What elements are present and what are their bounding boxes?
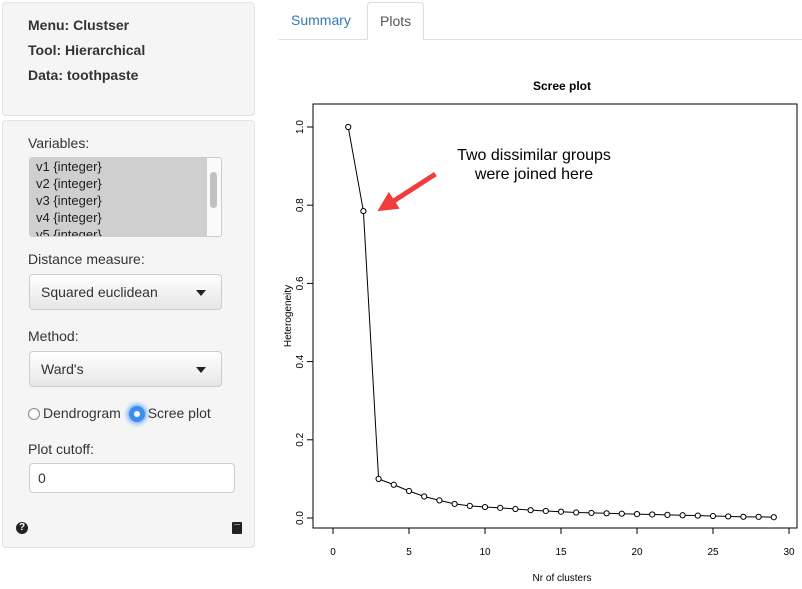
distance-select[interactable]: Squared euclidean	[29, 274, 222, 310]
method-label: Method:	[28, 328, 79, 344]
radio-dendrogram[interactable]	[28, 408, 40, 421]
variables-listbox[interactable]: v1 {integer} v2 {integer} v3 {integer} v…	[29, 157, 222, 237]
data-point	[542, 507, 549, 515]
method-select-value: Ward's	[41, 361, 84, 377]
data-point	[603, 510, 610, 517]
x-tick-label: 20	[631, 547, 643, 558]
y-tick-label: 0.6	[295, 276, 306, 290]
y-axis-label: Heterogeneity	[283, 285, 294, 347]
data-point	[421, 493, 428, 500]
data-point	[405, 487, 413, 495]
chart-title: Scree plot	[533, 79, 591, 93]
y-tick-label: 0.8	[295, 198, 306, 212]
data-label: Data: toothpaste	[28, 67, 139, 83]
plot-cutoff-input[interactable]: 0	[29, 463, 235, 493]
annotation-line-2: were joined here	[474, 166, 593, 183]
data-point	[512, 505, 519, 513]
data-point	[664, 511, 671, 518]
annotation-arrow	[377, 171, 437, 212]
variable-option[interactable]: v1 {integer}	[30, 158, 208, 175]
data-point	[649, 511, 656, 518]
tab-summary[interactable]: Summary	[291, 12, 351, 28]
scree-plot: Scree plot 0 5 10 15 20 25 30 0.0 0.2 0.4 0.6 0.8 1…	[283, 79, 798, 584]
series-points	[345, 123, 777, 521]
data-point	[633, 510, 641, 518]
tab-bar: Summary Plots	[279, 0, 802, 40]
y-tick-label: 1.0	[295, 120, 306, 134]
question-circle-icon[interactable]: ?	[16, 522, 28, 534]
data-point	[481, 503, 489, 511]
data-point	[497, 504, 504, 511]
book-icon[interactable]	[232, 522, 242, 534]
x-tick-label: 10	[479, 547, 491, 558]
tool-label: Tool: Hierarchical	[28, 42, 146, 58]
controls-panel: Variables: v1 {integer} v2 {integer} v3 …	[2, 120, 255, 548]
menu-label: Menu: Clustser	[28, 17, 130, 33]
y-axis: 0.0 0.2 0.4 0.6 0.8 1.0	[295, 120, 314, 525]
data-point	[436, 497, 443, 504]
arrow-shaft	[386, 171, 437, 208]
data-point	[390, 481, 397, 488]
data-point	[725, 513, 732, 520]
caret-down-icon	[196, 290, 206, 296]
variable-option[interactable]: v2 {integer}	[30, 175, 208, 192]
info-panel: Menu: Clustser Tool: Hierarchical Data: …	[2, 2, 255, 116]
data-point	[573, 509, 580, 516]
x-axis-label: Nr of clusters	[533, 573, 592, 584]
radio-scree-plot[interactable]	[128, 406, 145, 423]
x-axis: 0 5 10 15 20 25 30	[330, 527, 795, 558]
x-tick-label: 30	[783, 547, 795, 558]
data-point	[588, 509, 595, 517]
data-point	[557, 508, 565, 515]
variable-option[interactable]: v3 {integer}	[30, 192, 208, 209]
listbox-scrollbar[interactable]	[207, 158, 221, 236]
distance-label: Distance measure:	[28, 251, 145, 267]
data-point	[618, 510, 625, 517]
x-tick-label: 5	[406, 547, 412, 558]
method-select[interactable]: Ward's	[29, 351, 222, 387]
x-tick-label: 0	[330, 547, 336, 558]
radio-scree-plot-label[interactable]: Scree plot	[147, 405, 211, 421]
cutoff-label: Plot cutoff:	[28, 441, 94, 457]
radio-dendrogram-label[interactable]: Dendrogram	[43, 405, 121, 421]
plot-type-radio-group: Dendrogram Scree plot	[28, 405, 211, 425]
variable-option[interactable]: v5 {integer}	[30, 226, 208, 236]
annotation-line-1: Two dissimilar groups	[457, 147, 611, 164]
data-point	[770, 514, 777, 521]
data-point	[466, 502, 473, 509]
data-point	[527, 507, 534, 514]
y-tick-label: 0.0	[295, 511, 306, 525]
data-point	[709, 512, 717, 520]
tab-plots[interactable]: Plots	[367, 2, 425, 40]
variables-label: Variables:	[28, 135, 90, 151]
x-tick-label: 15	[555, 547, 567, 558]
data-point	[740, 513, 747, 520]
data-point	[360, 207, 367, 215]
data-point	[694, 512, 701, 519]
data-point	[345, 123, 352, 131]
data-point	[679, 512, 686, 519]
y-tick-label: 0.2	[295, 432, 306, 446]
variable-option[interactable]: v4 {integer}	[30, 209, 208, 226]
data-point	[375, 475, 382, 482]
y-tick-label: 0.4	[295, 354, 306, 368]
data-point	[755, 513, 762, 520]
scrollbar-thumb[interactable]	[210, 172, 217, 208]
x-tick-label: 25	[707, 547, 719, 558]
arrow-head	[377, 191, 400, 212]
distance-select-value: Squared euclidean	[41, 284, 158, 300]
data-point	[451, 500, 458, 508]
series-line	[347, 126, 774, 518]
caret-down-icon	[196, 367, 206, 373]
